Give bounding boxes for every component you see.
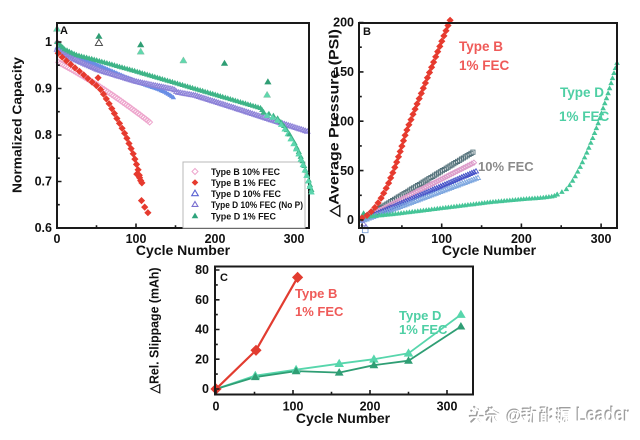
svg-text:Type B 10% FEC: Type B 10% FEC: [211, 167, 280, 178]
svg-text:1% FEC: 1% FEC: [459, 58, 510, 73]
svg-text:0.6: 0.6: [35, 221, 52, 235]
svg-text:Normalized Capacity: Normalized Capacity: [10, 56, 25, 193]
svg-text:1: 1: [45, 35, 52, 49]
svg-text:Cycle Number: Cycle Number: [296, 410, 391, 426]
svg-text:40: 40: [195, 323, 209, 337]
svg-text:100: 100: [283, 400, 304, 414]
svg-text:Leader: Leader: [576, 403, 630, 426]
svg-text:A: A: [60, 25, 68, 37]
svg-text:Type B: Type B: [295, 286, 337, 301]
svg-text:C: C: [220, 272, 228, 284]
svg-text:Type B: Type B: [459, 39, 503, 54]
svg-text:0: 0: [359, 232, 366, 246]
svg-text:80: 80: [195, 263, 209, 277]
svg-text:Type D 1% FEC: Type D 1% FEC: [211, 211, 276, 222]
svg-text:1% FEC: 1% FEC: [399, 322, 448, 337]
svg-text:Leader: Leader: [577, 404, 631, 427]
svg-text:0: 0: [54, 232, 61, 246]
svg-text:0: 0: [213, 400, 220, 414]
svg-text:Type D: Type D: [560, 85, 604, 100]
svg-text:@: @: [507, 406, 523, 426]
svg-text:0.8: 0.8: [35, 128, 52, 142]
svg-text:Type D: Type D: [399, 308, 441, 323]
svg-text:300: 300: [284, 232, 305, 246]
svg-text:200: 200: [205, 232, 226, 246]
svg-text:1% FEC: 1% FEC: [559, 109, 610, 124]
svg-text:Cycle Number: Cycle Number: [136, 242, 231, 258]
svg-text:200: 200: [511, 232, 532, 246]
svg-text:△Rel. Slippage (mAh): △Rel. Slippage (mAh): [147, 268, 162, 395]
svg-text:Cycle Number: Cycle Number: [442, 242, 537, 258]
svg-text:△Average Pressure (PSI): △Average Pressure (PSI): [327, 29, 342, 218]
svg-text:150: 150: [333, 65, 354, 79]
svg-text:0.7: 0.7: [35, 175, 52, 189]
svg-text:Type B 1% FEC: Type B 1% FEC: [211, 178, 276, 189]
svg-text:1% FEC: 1% FEC: [295, 304, 344, 319]
svg-text:300: 300: [437, 400, 458, 414]
svg-text:0.9: 0.9: [35, 82, 52, 96]
svg-text:0: 0: [347, 213, 354, 227]
svg-text:200: 200: [333, 16, 354, 30]
svg-text:60: 60: [195, 293, 209, 307]
svg-text:20: 20: [195, 352, 209, 366]
svg-text:100: 100: [333, 114, 354, 128]
svg-text:0: 0: [202, 382, 209, 396]
svg-text:100: 100: [431, 232, 452, 246]
svg-text:B: B: [363, 26, 371, 38]
svg-text:200: 200: [360, 400, 381, 414]
svg-text:10% FEC: 10% FEC: [478, 159, 534, 174]
svg-text:300: 300: [591, 232, 612, 246]
svg-text:50: 50: [340, 164, 354, 178]
svg-text:Type D 10% FEC (No P): Type D 10% FEC (No P): [211, 200, 303, 211]
svg-text:Type D 10% FEC: Type D 10% FEC: [211, 189, 281, 200]
svg-text:@: @: [506, 405, 522, 425]
svg-text:100: 100: [126, 232, 147, 246]
